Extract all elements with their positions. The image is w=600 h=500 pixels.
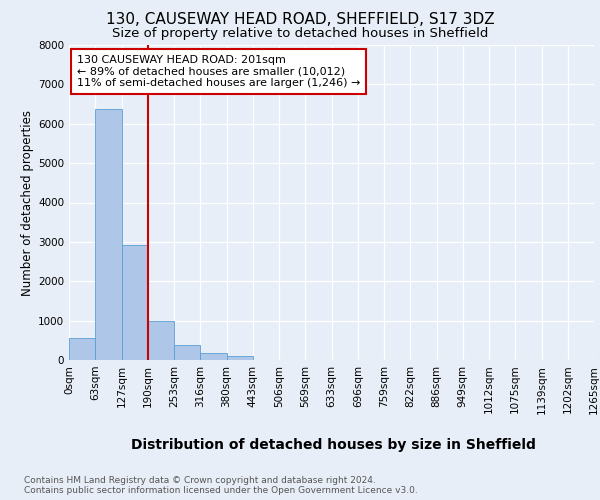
Text: Distribution of detached houses by size in Sheffield: Distribution of detached houses by size … [131, 438, 535, 452]
Bar [148, 322, 174, 360]
Bar [95, 109, 121, 360]
Bar [121, 245, 148, 360]
Text: 130 CAUSEWAY HEAD ROAD: 201sqm
← 89% of detached houses are smaller (10,012)
11%: 130 CAUSEWAY HEAD ROAD: 201sqm ← 89% of … [77, 55, 360, 88]
Text: Contains HM Land Registry data © Crown copyright and database right 2024.
Contai: Contains HM Land Registry data © Crown c… [24, 476, 418, 495]
Bar [227, 356, 253, 360]
Bar [69, 338, 95, 360]
Bar [174, 344, 200, 360]
Text: 130, CAUSEWAY HEAD ROAD, SHEFFIELD, S17 3DZ: 130, CAUSEWAY HEAD ROAD, SHEFFIELD, S17 … [106, 12, 494, 28]
Y-axis label: Number of detached properties: Number of detached properties [21, 110, 34, 296]
Text: Size of property relative to detached houses in Sheffield: Size of property relative to detached ho… [112, 28, 488, 40]
Bar [200, 354, 227, 360]
